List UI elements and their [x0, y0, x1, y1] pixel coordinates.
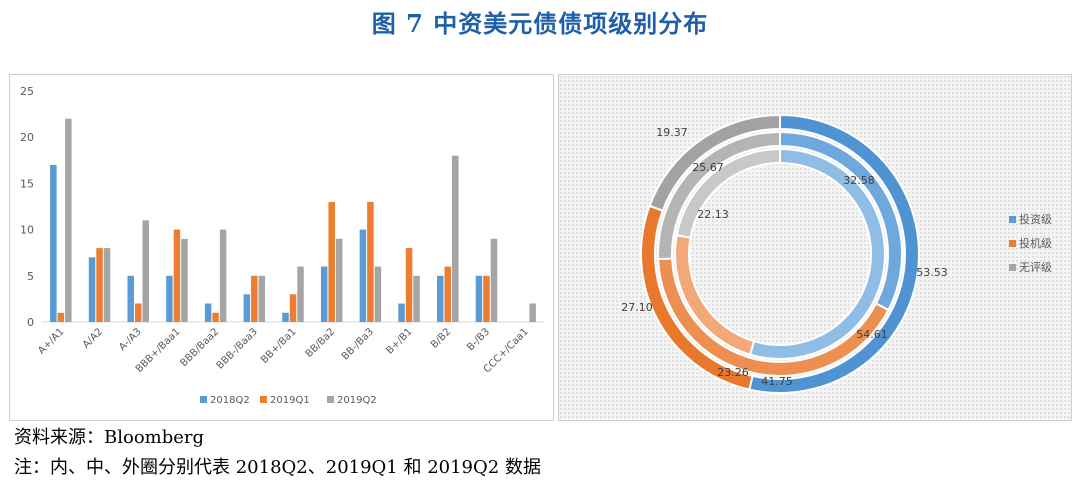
bar-2019Q2: [452, 155, 459, 322]
bar-2018Q2: [50, 164, 57, 322]
donut-data-label: 19.37: [656, 126, 688, 139]
bar-2019Q2: [413, 275, 420, 322]
bar-2019Q1: [134, 303, 142, 322]
donut-data-label: 41.75: [761, 375, 793, 388]
legend-label: 无评级: [1019, 261, 1052, 274]
donut-data-label: 23.26: [717, 366, 749, 379]
bar-2018Q2: [243, 294, 251, 322]
bar-2019Q1: [483, 275, 490, 322]
bar-chart-panel: 0 5 10 15 20 25 A+/A1 A/A2 A-/A3 BBB+/Baa1 BBB/Baa…: [9, 74, 554, 421]
bar-2019Q1: [289, 294, 297, 322]
donut-data-label: 25.67: [692, 161, 724, 174]
bar-2018Q2: [282, 312, 289, 322]
bar-2019Q2: [181, 238, 188, 322]
x-tick-label: BBB-/Baa3: [215, 326, 260, 371]
bar-2019Q1: [57, 312, 65, 322]
legend-label: 2019Q1: [270, 395, 310, 406]
figure-title: 图 7 中资美元债债项级别分布: [371, 9, 709, 38]
donut-chart: 54.61 23.26 22.13 32.58 41.75 25.67 53.53 27.10…: [621, 113, 1052, 394]
x-tick-label: A-/A3: [117, 326, 144, 353]
bar-2019Q2: [103, 248, 111, 322]
legend-swatch: [1009, 264, 1016, 271]
legend-swatch: [1009, 240, 1016, 247]
x-tick-label: B+/B1: [384, 326, 414, 356]
bar-2018Q2: [359, 229, 367, 322]
donut-chart-panel: 54.61 23.26 22.13 32.58 41.75 25.67 53.53 27.10…: [558, 74, 1072, 421]
legend-swatch: [200, 396, 207, 403]
legend-swatch: [327, 396, 334, 403]
donut-data-label: 32.58: [843, 174, 875, 187]
bar-2018Q2: [127, 275, 134, 322]
x-tick-label: BB-/Ba3: [340, 326, 376, 362]
x-tick-label: A+/A1: [36, 326, 66, 356]
bar-2018Q2: [437, 275, 444, 322]
x-tick-label: BB/Ba2: [304, 326, 338, 360]
bar-2019Q2: [297, 266, 304, 322]
bar-2019Q1: [212, 312, 219, 322]
legend-label: 投机级: [1019, 236, 1052, 250]
x-tick-label: B-/B3: [465, 326, 492, 353]
y-tick-label: 20: [20, 131, 34, 144]
legend-swatch: [260, 396, 267, 403]
bar-2018Q2: [398, 303, 405, 322]
source-note: 资料来源：Bloomberg: [14, 427, 205, 448]
bar-2019Q1: [367, 201, 374, 322]
bar-2019Q2: [142, 220, 149, 322]
bar-2019Q1: [328, 201, 335, 322]
bar-2019Q1: [173, 229, 181, 322]
x-tick-label: BB+/Ba1: [259, 326, 298, 365]
y-tick-label: 10: [20, 224, 34, 237]
bar-2019Q1: [405, 248, 413, 322]
donut-slice-2019Q2: [648, 113, 781, 212]
bar-2018Q2: [204, 303, 212, 322]
donut-data-label: 53.53: [916, 266, 948, 279]
bar-2019Q1: [96, 248, 103, 322]
x-tick-label: B/B2: [429, 326, 453, 350]
bar-2018Q2: [166, 275, 173, 322]
bar-2019Q2: [490, 238, 498, 322]
bar-2018Q2: [320, 266, 328, 322]
bar-2019Q2: [335, 238, 343, 322]
donut-slice-2019Q1: [657, 130, 781, 261]
x-tick-label: A/A2: [81, 326, 105, 350]
y-tick-label: 5: [27, 270, 34, 283]
bar-2019Q2: [374, 266, 382, 322]
legend-label: 2018Q2: [210, 395, 250, 406]
donut-data-label: 54.61: [856, 328, 888, 341]
donut-data-label: 27.10: [621, 301, 653, 314]
bar-2019Q2: [219, 229, 227, 322]
bar-2019Q2: [65, 118, 72, 322]
bar-2019Q1: [251, 275, 258, 322]
donut-slice-2018Q2: [675, 147, 781, 239]
bar-2019Q2: [529, 303, 536, 322]
bar-2019Q1: [444, 266, 452, 322]
bar-2019Q2: [258, 275, 266, 322]
bar-2018Q2: [88, 257, 96, 322]
legend-label: 投资级: [1019, 212, 1052, 226]
y-tick-label: 0: [27, 316, 34, 329]
y-tick-label: 15: [20, 177, 34, 190]
y-tick-label: 25: [20, 85, 34, 98]
ring-note: 注：内、中、外圈分别代表 2018Q2、2019Q1 和 2019Q2 数据: [14, 457, 541, 478]
bar-2018Q2: [475, 275, 483, 322]
donut-data-label: 22.13: [697, 208, 729, 221]
legend-swatch: [1009, 216, 1016, 223]
legend-label: 2019Q2: [337, 395, 377, 406]
